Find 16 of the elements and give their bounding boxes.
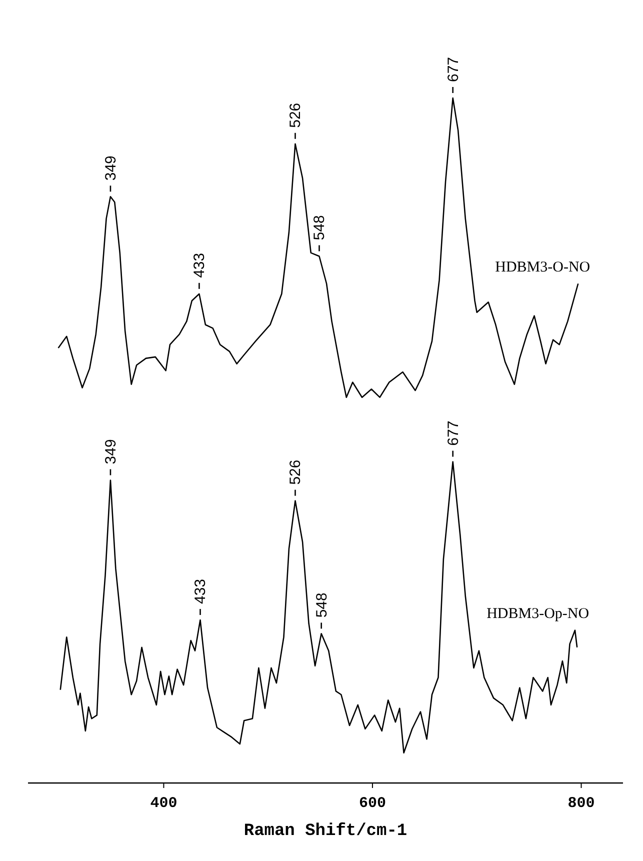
annotation: 677: [444, 420, 462, 446]
annotation: 548: [311, 215, 328, 240]
annotation: 349: [102, 439, 120, 464]
annotation: 677: [444, 56, 462, 82]
x-tick-label: 800: [568, 795, 595, 812]
annotation: 433: [192, 578, 210, 604]
annotation: 349: [102, 156, 120, 181]
x-tick-label: 600: [358, 795, 386, 812]
annotation: 526: [287, 460, 304, 485]
annotation: 548: [313, 592, 330, 618]
x-tick-label: 400: [150, 795, 178, 812]
x-axis-title: Raman Shift/cm-1: [244, 822, 408, 841]
annotation: 526: [287, 102, 304, 128]
annotation: 433: [191, 252, 208, 278]
series-label: HDBM3-Op-NO: [486, 606, 590, 622]
series-label: HDBM3-O-NO: [495, 260, 590, 276]
